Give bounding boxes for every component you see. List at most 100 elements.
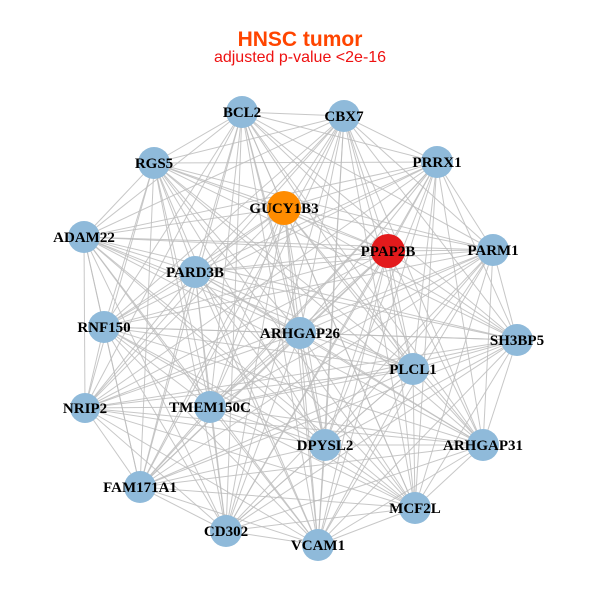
node-arhgap31 bbox=[467, 429, 499, 461]
edge bbox=[225, 115, 345, 532]
edge bbox=[194, 111, 243, 273]
edge bbox=[241, 111, 484, 446]
edge bbox=[482, 339, 518, 446]
edge bbox=[84, 407, 484, 446]
edge bbox=[317, 339, 518, 546]
edge bbox=[83, 162, 155, 238]
node-label-gucy1b3: GUCY1B3 bbox=[249, 201, 318, 217]
edge bbox=[225, 250, 389, 532]
edge bbox=[225, 444, 484, 532]
edges-layer bbox=[83, 111, 518, 546]
edge bbox=[299, 332, 416, 509]
edge bbox=[103, 271, 196, 328]
node-label-cd302: CD302 bbox=[204, 524, 248, 540]
figure-title: HNSC tumor bbox=[237, 28, 363, 51]
node-label-rnf150: RNF150 bbox=[77, 320, 130, 336]
node-label-adam22: ADAM22 bbox=[53, 230, 115, 246]
edge bbox=[387, 250, 518, 341]
node-label-arhgap26: ARHGAP26 bbox=[260, 326, 340, 342]
edge bbox=[283, 207, 518, 341]
edge bbox=[194, 161, 438, 273]
edge bbox=[299, 249, 494, 334]
edge bbox=[299, 332, 518, 341]
node-ppap2b bbox=[371, 234, 405, 268]
node-tmem150c bbox=[194, 391, 226, 423]
edge bbox=[103, 326, 326, 446]
edge bbox=[84, 368, 414, 409]
edge bbox=[241, 111, 345, 117]
edge bbox=[83, 236, 484, 446]
edge bbox=[153, 162, 414, 370]
node-dpysl2 bbox=[309, 429, 341, 461]
edge bbox=[387, 249, 494, 252]
edge bbox=[317, 444, 326, 546]
node-label-vcam1: VCAM1 bbox=[291, 538, 345, 554]
node-label-nrip2: NRIP2 bbox=[63, 401, 107, 417]
edge bbox=[194, 249, 494, 273]
node-label-sh3bp5: SH3BP5 bbox=[490, 333, 544, 349]
edge bbox=[139, 486, 227, 532]
edge bbox=[225, 111, 243, 532]
edge bbox=[317, 444, 484, 546]
edge bbox=[153, 162, 319, 546]
edge bbox=[299, 332, 414, 370]
edge bbox=[139, 249, 494, 488]
node-label-arhgap31: ARHGAP31 bbox=[443, 438, 523, 454]
edge bbox=[299, 115, 345, 334]
edge bbox=[225, 444, 326, 532]
edge bbox=[412, 249, 494, 370]
node-gucy1b3 bbox=[267, 191, 301, 225]
edge bbox=[241, 111, 414, 370]
edge bbox=[83, 236, 86, 409]
edge bbox=[343, 115, 518, 341]
edge bbox=[153, 111, 243, 164]
edge bbox=[103, 326, 484, 446]
edge bbox=[387, 250, 484, 446]
edge bbox=[139, 111, 243, 488]
edge bbox=[317, 115, 345, 546]
edge bbox=[209, 406, 484, 446]
edge bbox=[317, 507, 416, 546]
edge bbox=[317, 368, 414, 546]
edge bbox=[153, 162, 227, 532]
edge bbox=[194, 207, 285, 273]
edge bbox=[83, 161, 438, 238]
edge bbox=[83, 115, 345, 238]
edge bbox=[103, 326, 416, 509]
edge bbox=[209, 332, 301, 408]
edge bbox=[299, 332, 319, 546]
edge bbox=[241, 111, 319, 546]
edge bbox=[299, 332, 326, 446]
edge bbox=[283, 161, 438, 209]
edge bbox=[84, 207, 285, 409]
node-parm1 bbox=[477, 234, 509, 266]
edge bbox=[84, 407, 319, 546]
node-mcf2l bbox=[399, 492, 431, 524]
edge bbox=[209, 406, 326, 446]
edge bbox=[194, 115, 345, 273]
node-pard3b bbox=[179, 256, 211, 288]
edge bbox=[103, 326, 141, 488]
node-arhgap26 bbox=[284, 317, 316, 349]
edge bbox=[153, 115, 345, 164]
edge bbox=[283, 207, 389, 252]
edge bbox=[153, 162, 494, 251]
edge bbox=[194, 250, 389, 273]
edge bbox=[194, 271, 518, 341]
edge bbox=[139, 486, 416, 509]
edge bbox=[324, 250, 389, 446]
edge bbox=[103, 250, 389, 328]
edge bbox=[83, 236, 494, 251]
node-label-mcf2l: MCF2L bbox=[389, 501, 441, 517]
node-label-rgs5: RGS5 bbox=[135, 156, 173, 172]
edge bbox=[153, 162, 326, 446]
edge bbox=[299, 161, 438, 334]
edge bbox=[324, 249, 494, 446]
node-label-bcl2: BCL2 bbox=[223, 105, 261, 121]
edge bbox=[139, 406, 211, 488]
edge bbox=[412, 368, 484, 446]
edge bbox=[103, 115, 345, 328]
edge bbox=[324, 444, 416, 509]
